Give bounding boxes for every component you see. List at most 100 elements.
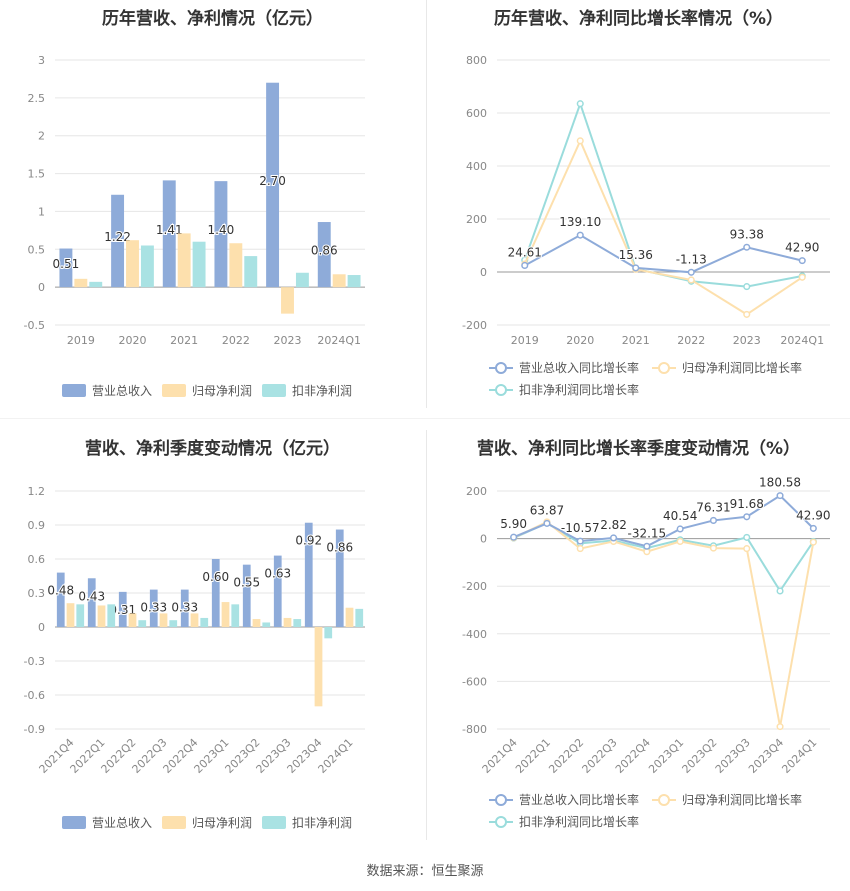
bar-revenue-2021q4 [56,572,65,627]
data-label: 1.22 [104,230,131,244]
bar-net-profit-2023 [281,287,294,314]
x-tick-label: 2022Q2 [546,736,586,776]
data-label: -10.57 [561,521,600,535]
bar-revenue-2023q4 [304,522,313,627]
y-tick-label: 0 [38,281,45,294]
data-label: 1.40 [208,223,235,237]
y-tick-label: -200 [462,319,487,332]
bar-net-profit-2021 [177,233,191,288]
data-label: 0.92 [295,534,322,548]
x-tick-label: 2024Q1 [317,334,361,347]
series-point-1-2022q2 [576,545,584,553]
series-line-0 [524,233,803,274]
series-point-1-2020 [576,137,584,145]
bar-deducted-profit-2024q1 [347,275,361,288]
data-label: 0.55 [233,576,260,590]
series-line-1 [513,520,815,727]
legend-marker [495,816,507,828]
y-tick-label: 400 [466,160,487,173]
bar-revenue-2023 [266,82,280,288]
data-source-note: 数据来源：恒生聚源 [366,864,484,879]
annual-revenue-profit-chart: 历年营收、净利情况（亿元） -0.5 0 0.5 1 1.5 2 2.5 3 2019 2020 2… [0,0,425,415]
y-tick-label: 1.5 [28,168,46,181]
y-tick-label: 3 [38,54,45,67]
bar-deducted-profit-2021q4 [76,604,85,627]
data-label: 0.63 [264,567,291,581]
legend-label: 扣非净利润 [292,816,352,830]
y-tick-label: 0 [38,621,45,634]
y-tick-label: 0.6 [28,553,46,566]
series-point-0-2023q1 [676,525,684,533]
bar-net-profit-2019 [74,278,88,288]
x-tick-label: 2021 [170,334,198,347]
legend-label: 扣非净利润同比增长率 [519,814,639,829]
legend-marker [495,362,507,374]
data-label: 0.86 [311,244,338,258]
bar-deducted-profit-2020 [140,245,154,288]
series-point-1-2023q3 [743,545,751,553]
series-point-2-2020 [576,100,584,108]
annual-growth-rate-chart: 历年营收、净利同比增长率情况（%） -200 0 200 400 600 800 2019 2… [427,0,850,415]
bar-revenue-2023q1 [211,559,220,627]
y-tick-label: 200 [466,213,487,226]
bar-revenue-2022q4 [180,589,189,627]
x-tick-label: 2020 [566,334,594,347]
bar-net-profit-2024q1 [345,607,354,627]
series-point-1-2024q1 [798,273,806,281]
x-tick-label: 2022Q1 [513,736,553,776]
bar-revenue-2022q3 [149,589,158,627]
series-point-0-2024q1 [798,257,806,265]
y-tick-label: 0 [480,266,487,279]
data-label: 24.61 [508,245,542,259]
data-label: 15.36 [619,248,653,262]
data-label: 2.70 [259,174,286,188]
bar-revenue-2022 [214,181,228,288]
legend-label: 归母净利润同比增长率 [682,360,802,375]
bar-revenue-2023q2 [242,564,251,627]
quarterly-revenue-profit-chart: 营收、净利季度变动情况（亿元） -0.9 -0.6 -0.3 0 0.3 0.6 0.9 1.… [0,425,425,850]
bar-deducted-profit-2022q3 [169,620,178,627]
bar-deducted-profit-2021 [192,241,206,288]
data-label: 5.90 [500,517,527,531]
bar-revenue-2022q1 [87,578,96,627]
series-point-0-2023 [743,243,751,251]
data-label: 0.43 [78,589,105,603]
data-label: 63.87 [530,503,564,517]
bar-net-profit-2023q3 [283,617,292,627]
y-tick-label: -200 [462,580,487,593]
quarterly-growth-rate-chart: 营收、净利同比增长率季度变动情况（%） -800 -600 -400 -200 0 200… [427,425,850,850]
panel-divider-horizontal [0,418,850,419]
legend-label: 扣非净利润同比增长率 [519,382,639,397]
x-tick-label: 2021 [622,334,650,347]
y-tick-label: -0.6 [24,689,45,702]
series-point-0-2023q2 [709,516,718,524]
x-tick-label: 2022Q4 [613,736,653,776]
bar-deducted-profit-2024q1 [355,608,364,627]
series-point-0-2022q4 [643,542,651,550]
bar-revenue-2022q2 [118,591,127,627]
y-tick-label: 800 [466,54,487,67]
data-label: -32.15 [628,526,667,540]
legend-swatch [262,384,286,397]
bar-net-profit-2022q4 [190,613,199,627]
data-label: 0.33 [171,601,198,615]
bar-deducted-profit-2019 [89,281,103,288]
bar-net-profit-2022q2 [128,613,137,627]
bar-revenue-2021 [162,180,176,288]
panel-divider-vertical-top [426,0,427,408]
y-tick-label: 0.9 [28,519,46,532]
y-tick-label: 200 [466,485,487,498]
chart-canvas: -800-600-400-20002002021Q42022Q12022Q220… [462,475,831,829]
legend-label: 归母净利润同比增长率 [682,792,802,807]
x-tick-label: 2024Q1 [780,334,824,347]
y-tick-label: -0.9 [24,723,45,736]
bar-revenue-2024q1 [317,222,331,288]
data-label: 0.33 [140,601,167,615]
bar-revenue-2024q1 [335,529,344,627]
y-tick-label: -800 [462,723,487,736]
x-tick-label: 2019 [511,334,539,347]
y-tick-label: -0.3 [24,655,45,668]
y-tick-label: -400 [462,628,487,641]
series-point-1-2023q1 [676,537,684,546]
